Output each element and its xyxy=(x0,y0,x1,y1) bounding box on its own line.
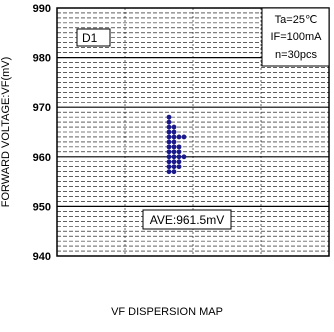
data-point xyxy=(171,124,177,130)
average-value: AVE:961.5mV xyxy=(150,213,224,227)
data-point xyxy=(166,114,172,120)
average-box: AVE:961.5mV xyxy=(142,209,232,230)
condition-temperature: Ta=25℃ xyxy=(275,14,318,26)
data-point xyxy=(176,149,182,155)
data-point xyxy=(166,134,172,140)
y-tick-label: 960 xyxy=(33,152,51,164)
data-point xyxy=(171,154,177,160)
data-point xyxy=(166,119,172,125)
data-point xyxy=(171,164,177,170)
condition-current: IF=100mA xyxy=(270,31,322,43)
y-tick-label: 940 xyxy=(33,251,51,263)
vf-dispersion-chart: 940 950 960 970 980 990 FORWARD VOLTAGE:VF(mV… xyxy=(0,3,330,263)
y-tick-labels: 940 950 960 970 980 990 xyxy=(33,3,51,263)
y-axis-label: FORWARD VOLTAGE:VF(mV) xyxy=(0,57,12,208)
conditions-box: Ta=25℃ IF=100mA n=30pcs xyxy=(261,7,330,67)
y-tick-label: 970 xyxy=(33,102,51,114)
chip-label: D1 xyxy=(82,31,98,45)
data-point xyxy=(176,144,182,150)
y-tick-label: 990 xyxy=(33,3,51,15)
data-points xyxy=(166,114,187,175)
data-point xyxy=(166,139,172,145)
data-point xyxy=(166,129,172,135)
data-point xyxy=(166,144,172,150)
chart-caption: VF DISPERSION MAP xyxy=(111,306,223,318)
data-point xyxy=(166,154,172,160)
condition-sample-count: n=30pcs xyxy=(275,49,317,61)
data-point xyxy=(176,134,182,140)
y-tick-label: 950 xyxy=(33,201,51,213)
data-point xyxy=(166,164,172,170)
data-point xyxy=(176,164,182,170)
data-point xyxy=(181,134,187,140)
data-point xyxy=(171,159,177,165)
data-point xyxy=(176,159,182,165)
data-point xyxy=(166,159,172,165)
data-point xyxy=(181,154,187,160)
plot-border xyxy=(56,7,330,257)
data-point xyxy=(171,134,177,140)
plot-frame xyxy=(56,7,330,257)
chip-label-box: D1 xyxy=(76,28,111,47)
data-point xyxy=(166,124,172,130)
data-point xyxy=(166,169,172,175)
data-point xyxy=(166,149,172,155)
data-point xyxy=(171,169,177,175)
data-point xyxy=(171,129,177,135)
data-point xyxy=(171,144,177,150)
y-tick-label: 980 xyxy=(33,53,51,65)
data-point xyxy=(171,149,177,155)
data-point xyxy=(171,139,177,145)
data-point xyxy=(176,154,182,160)
